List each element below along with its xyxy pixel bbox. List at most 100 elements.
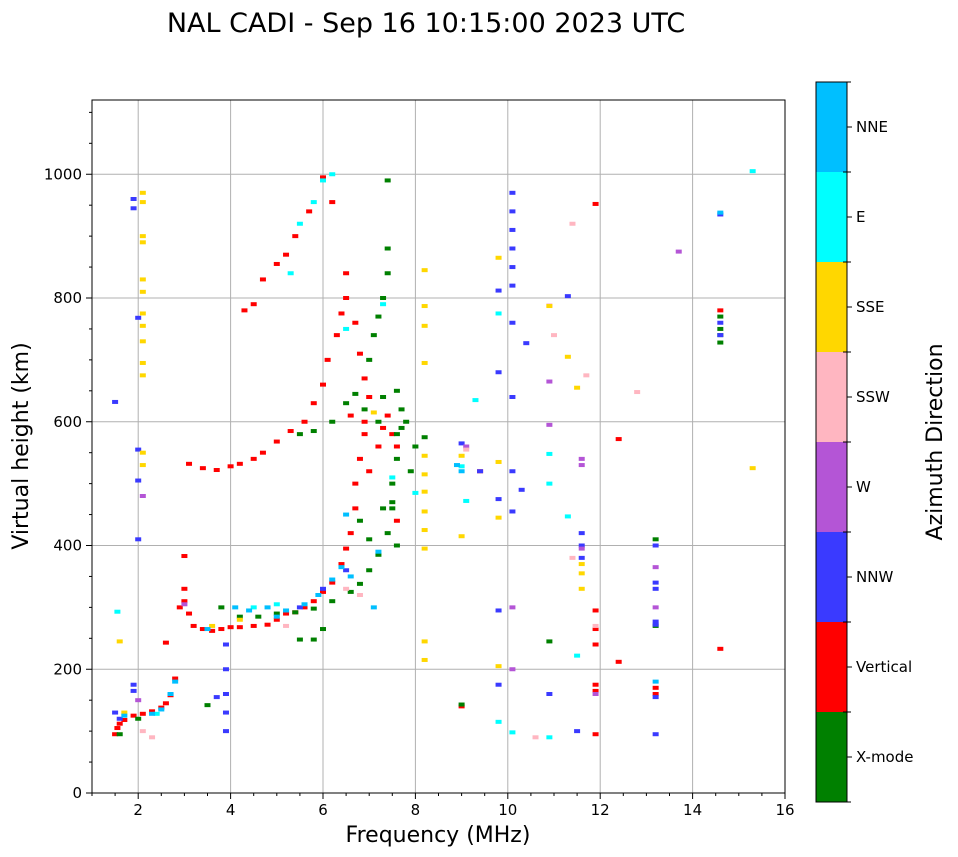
data-point [181,602,188,607]
data-point [162,640,169,645]
data-point [463,498,470,503]
data-point [338,562,345,567]
data-point [301,605,308,610]
data-point [218,627,225,632]
data-point [352,391,359,396]
data-point [343,326,350,331]
data-point [421,453,428,458]
data-point [204,703,211,708]
data-point [139,190,146,195]
data-point [578,456,585,461]
y-axis: 0 200 400 600 800 1000 [44,111,92,802]
data-point [393,444,400,449]
data-point [652,692,659,696]
data-point [250,623,257,628]
data-point [361,432,368,437]
colorbar-segment [816,442,847,532]
data-point [421,509,428,514]
data-point [463,444,470,449]
x-tick-label: 4 [226,801,236,819]
data-point [264,622,271,627]
data-point [181,586,188,591]
data-point [190,623,197,628]
colorbar-label: E [856,208,865,226]
data-point [458,534,465,539]
data-point [139,323,146,328]
data-point [592,688,599,693]
x-axis: 2 4 6 8 10 12 14 16 [91,793,795,819]
data-point [551,333,557,338]
data-point [135,716,142,721]
data-point [199,466,206,471]
data-point [139,289,146,294]
data-point [139,373,146,378]
colorbar-title: Azimuth Direction [923,343,948,540]
data-point [361,419,368,424]
data-point [375,444,382,449]
data-point [347,589,354,594]
data-point [121,717,128,722]
data-point [361,376,368,381]
data-point [352,481,359,486]
data-point [477,469,484,474]
data-point [518,487,525,492]
grid-lines [92,100,785,794]
data-point [250,302,257,307]
data-point [717,326,724,331]
data-point [652,565,659,570]
data-point [130,682,137,687]
data-point [574,653,581,658]
data-point [458,702,465,707]
colorbar-label: SSE [856,298,885,316]
data-point [421,639,428,644]
data-point [320,382,326,387]
data-point [149,735,156,740]
data-point [652,537,659,542]
colorbar-segment [816,622,847,712]
data-point [149,709,156,714]
data-point [615,659,622,664]
data-point [116,716,123,721]
data-point [273,261,280,266]
data-point [546,639,553,644]
data-point [139,234,146,239]
y-tick-label: 600 [53,413,82,431]
data-point [352,506,359,511]
data-point [181,554,188,559]
data-point [352,320,359,325]
x-tick-label: 10 [498,801,517,819]
data-point [532,735,539,740]
data-point [264,605,271,610]
data-point [495,497,502,502]
data-point [236,625,243,630]
data-point [675,249,682,254]
data-point [273,617,280,622]
data-point [296,605,303,610]
data-point [574,729,581,734]
data-point [546,735,553,740]
data-point [186,611,193,616]
data-point [495,370,502,375]
data-point [652,580,659,585]
y-tick-label: 400 [53,537,82,555]
y-axis-title: Virtual height (km) [9,342,34,549]
data-point [204,627,211,632]
data-point [292,610,299,615]
data-point [213,695,220,700]
x-tick-label: 16 [775,801,794,819]
data-point [592,627,599,632]
data-point [592,642,599,647]
data-point [343,546,350,551]
data-point [343,512,350,517]
data-point [634,390,641,395]
data-point [403,419,410,424]
data-point [343,586,350,591]
data-point [310,637,317,642]
data-point [398,407,405,412]
data-point [495,719,502,724]
data-point [114,726,121,731]
x-tick-label: 12 [591,801,610,819]
data-point [135,698,142,703]
data-point [222,667,229,672]
data-point [130,688,137,693]
